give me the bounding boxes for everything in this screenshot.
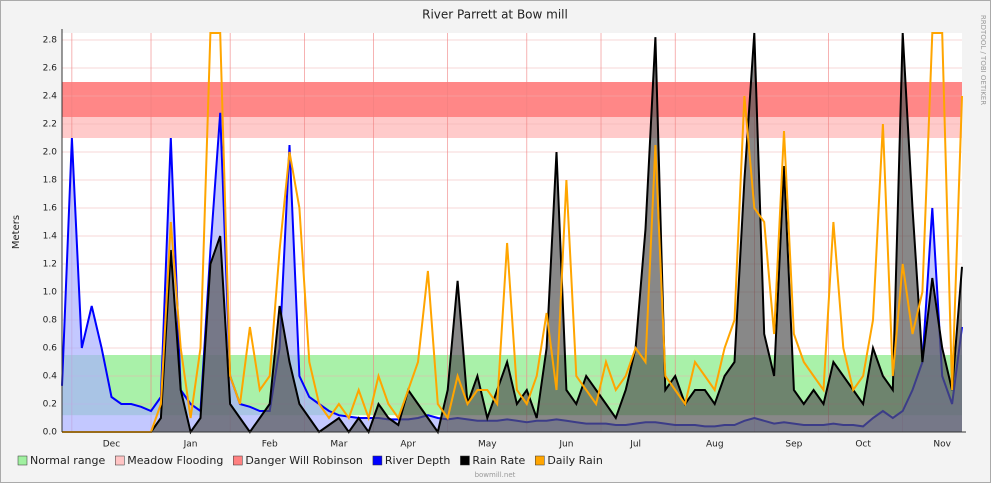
legend-swatch	[115, 455, 125, 466]
x-tick-label: Oct	[855, 440, 871, 450]
y-tick-label: 1.6	[43, 204, 58, 214]
legend-label: Meadow Flooding	[127, 454, 223, 467]
legend-swatch	[233, 455, 243, 466]
y-tick-label: 1.2	[43, 260, 57, 270]
y-tick-label: 2.4	[43, 92, 58, 102]
footer: bowmill.net	[475, 471, 516, 479]
y-tick-label: 0.4	[43, 372, 58, 382]
legend-label: Rain Rate	[472, 454, 525, 467]
legend-swatch	[535, 455, 545, 466]
y-tick-label: 0.8	[43, 316, 58, 326]
y-tick-label: 1.0	[43, 288, 58, 298]
band	[62, 82, 962, 117]
y-tick-label: 0.6	[43, 344, 58, 354]
legend-swatch	[17, 455, 28, 466]
x-tick-label: Jul	[629, 440, 641, 450]
side-note: RRDTOOL / TOBI OETIKER	[979, 15, 987, 105]
legend-label: River Depth	[385, 454, 451, 467]
y-tick-label: 1.4	[43, 232, 58, 242]
x-tick-label: Dec	[103, 440, 120, 450]
x-tick-label: Jan	[183, 440, 198, 450]
series-line	[62, 32, 963, 433]
y-axis-label: Meters	[11, 215, 22, 249]
legend-swatch	[372, 455, 383, 466]
y-tick-label: 0.0	[43, 428, 58, 438]
y-tick-label: 2.8	[43, 36, 58, 46]
y-tick-label: 0.2	[43, 400, 57, 410]
x-tick-label: Feb	[262, 440, 278, 450]
x-tick-label: Aug	[706, 440, 724, 450]
x-tick-label: Jun	[558, 440, 573, 450]
x-tick-label: May	[478, 440, 497, 450]
x-tick-label: Sep	[785, 440, 802, 450]
legend-label: Danger Will Robinson	[245, 454, 363, 467]
series-line	[62, 32, 963, 435]
x-tick-label: Nov	[933, 440, 951, 450]
legend-swatch	[460, 455, 470, 466]
y-tick-label: 2.6	[43, 64, 58, 74]
y-tick-label: 2.2	[43, 120, 57, 130]
x-tick-label: Apr	[400, 440, 416, 450]
y-tick-label: 1.8	[43, 176, 58, 186]
chart-title: River Parrett at Bow mill	[422, 8, 568, 22]
y-tick-label: 2.0	[43, 148, 58, 158]
legend-label: Normal range	[30, 454, 106, 467]
x-tick-label: Mar	[330, 440, 347, 450]
legend-label: Daily Rain	[547, 454, 603, 467]
